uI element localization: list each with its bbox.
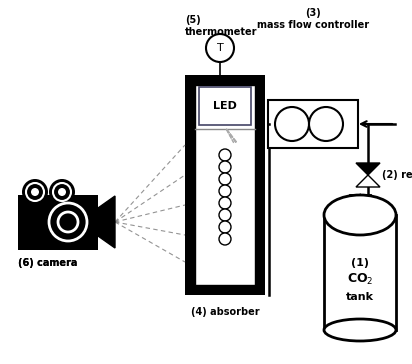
Circle shape [49,179,75,205]
Polygon shape [98,196,115,248]
Circle shape [219,185,231,197]
Circle shape [219,161,231,173]
Circle shape [219,173,231,185]
Bar [18,195,98,250]
Circle shape [46,200,90,244]
Circle shape [58,188,66,196]
Text: (3)
mass flow controller: (3) mass flow controller [257,8,369,29]
Circle shape [275,107,309,141]
Text: CO$_2$: CO$_2$ [347,272,373,286]
Text: LED: LED [213,101,237,111]
Circle shape [219,233,231,245]
Text: (4) absorber: (4) absorber [191,307,259,317]
Circle shape [206,34,234,62]
Ellipse shape [324,319,396,341]
Circle shape [219,209,231,221]
Text: (1): (1) [351,258,369,268]
Ellipse shape [324,195,396,235]
Circle shape [53,183,71,201]
Circle shape [219,197,231,209]
Bar [324,215,396,330]
Bar [195,85,255,285]
Polygon shape [356,163,380,175]
Text: (6) camera: (6) camera [18,258,78,268]
Text: tank: tank [346,292,374,302]
Circle shape [58,212,78,232]
Bar [185,75,265,295]
Circle shape [22,179,48,205]
Bar [199,87,251,125]
Circle shape [309,107,343,141]
Circle shape [49,203,87,241]
Circle shape [26,183,44,201]
Polygon shape [356,175,380,187]
Circle shape [219,221,231,233]
Text: (6) camera: (6) camera [18,258,78,268]
Text: (2) regu: (2) regu [382,170,412,180]
Bar [268,100,358,148]
Bar [350,195,370,215]
Circle shape [219,149,231,161]
Text: T: T [217,43,223,53]
Circle shape [31,188,39,196]
Text: (5)
thermometer: (5) thermometer [185,15,258,37]
